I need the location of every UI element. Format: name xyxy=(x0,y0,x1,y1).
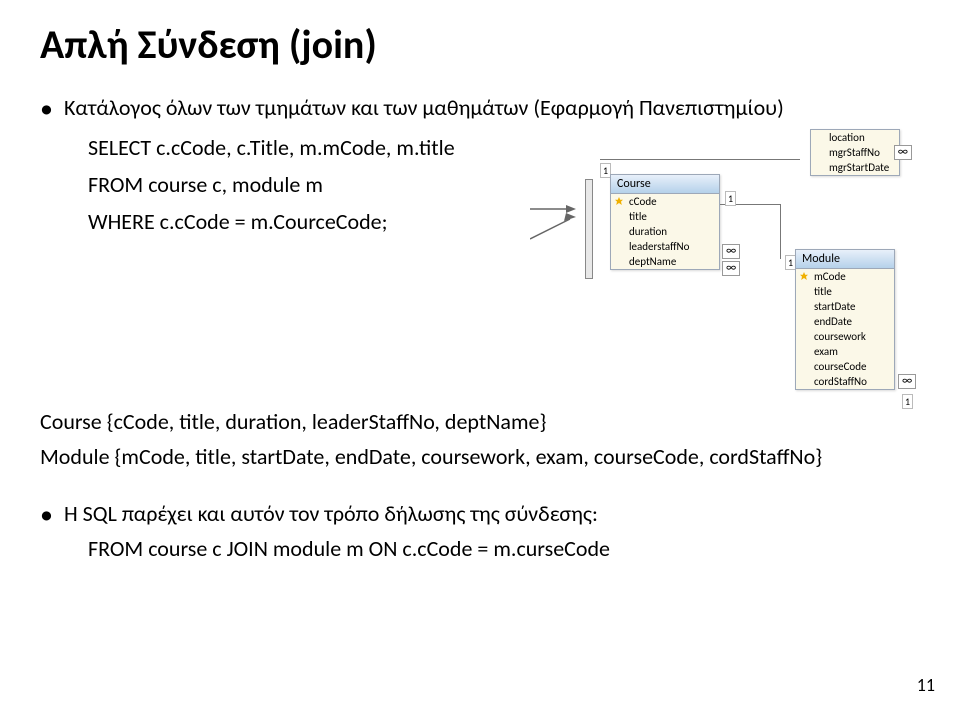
er-attr: cCode xyxy=(611,194,719,209)
er-relation-line xyxy=(780,204,781,259)
er-partial-entity: location mgrStaffNo mgrStartDate xyxy=(810,129,900,176)
er-attr: courseCode xyxy=(796,359,894,374)
er-attr: duration xyxy=(611,224,719,239)
er-module-header: Module xyxy=(796,250,894,269)
er-relation-line xyxy=(600,159,800,160)
cardinality-many: ∞ xyxy=(894,145,912,160)
cardinality-one: 1 xyxy=(725,191,736,206)
er-attr: endDate xyxy=(796,314,894,329)
slide-title: Απλή Σύνδεση (join) xyxy=(40,20,920,69)
er-course-entity: Course cCode title duration leaderstaffN… xyxy=(610,174,720,270)
er-attr: title xyxy=(611,209,719,224)
page-number: 11 xyxy=(917,674,935,696)
er-attr: mgrStaffNo xyxy=(811,145,899,160)
er-attr: cordStaffNo xyxy=(796,374,894,389)
er-decorative-bar xyxy=(585,179,593,279)
bullet-sql-alt: Η SQL παρέχει και αυτόν τον τρόπο δήλωση… xyxy=(40,500,920,527)
er-attr: leaderstaffNo xyxy=(611,239,719,254)
cardinality-one: 1 xyxy=(902,394,913,409)
er-attr: coursework xyxy=(796,329,894,344)
sql-from-join: FROM course c JOIN module m ON c.cCode =… xyxy=(40,535,920,562)
er-course-header: Course xyxy=(611,175,719,194)
cardinality-many: ∞ xyxy=(898,374,916,389)
er-attr: startDate xyxy=(796,299,894,314)
cardinality-many: ∞ xyxy=(722,244,740,259)
er-diagram: location mgrStaffNo mgrStartDate ∞ 1 Cou… xyxy=(570,149,920,469)
slide: Απλή Σύνδεση (join) Κατάλογος όλων των τ… xyxy=(0,0,960,711)
er-attr: mCode xyxy=(796,269,894,284)
connector-arrow-icon xyxy=(530,189,580,259)
er-attr: title xyxy=(796,284,894,299)
bullet-intro: Κατάλογος όλων των τμημάτων και των μαθη… xyxy=(40,94,920,121)
er-attr: location xyxy=(811,130,899,145)
er-attr: deptName xyxy=(611,254,719,269)
cardinality-many: ∞ xyxy=(722,261,740,276)
content-area: Κατάλογος όλων των τμημάτων και των μαθη… xyxy=(40,94,920,562)
er-attr: exam xyxy=(796,344,894,359)
er-module-entity: Module mCode title startDate endDate cou… xyxy=(795,249,895,390)
er-attr: mgrStartDate xyxy=(811,160,899,175)
